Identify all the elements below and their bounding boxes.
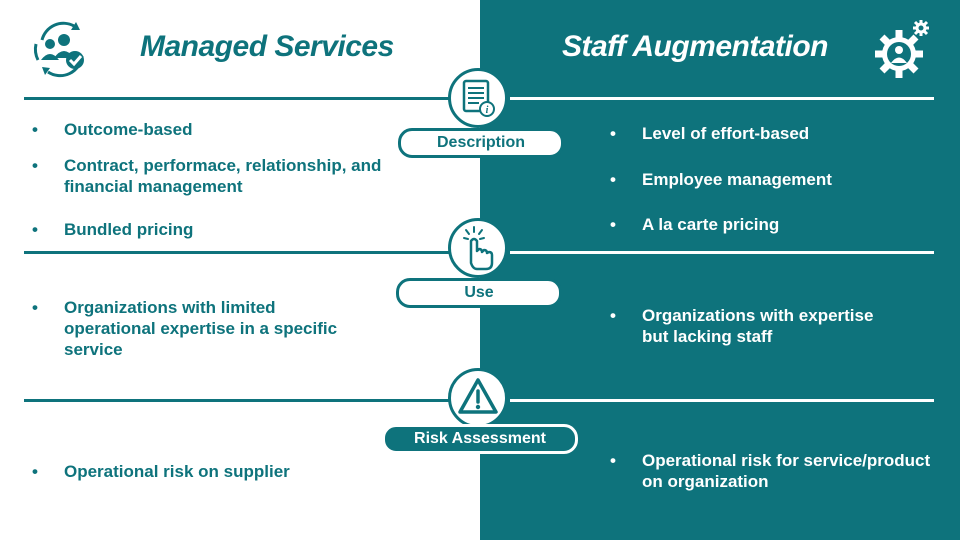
bullet-text: Organizations with limited operational e…: [64, 298, 338, 359]
gear-person-icon: [875, 20, 929, 78]
use-label: Use: [396, 278, 562, 308]
use-icon-circle: [448, 218, 508, 278]
bullet-dot: •: [610, 306, 616, 325]
bullet-dot: •: [610, 451, 616, 470]
divider-right-use: [510, 251, 934, 254]
svg-text:i: i: [486, 105, 489, 116]
warning-triangle-icon: [458, 378, 498, 414]
description-label: Description: [398, 128, 564, 158]
document-info-icon: i: [462, 79, 495, 117]
bullet-dot: •: [610, 215, 616, 234]
divider-left-description: [24, 97, 456, 100]
bullet-dot: •: [610, 124, 616, 143]
bullet-text: Operational risk for service/product on …: [642, 451, 931, 491]
divider-right-description: [510, 97, 934, 100]
bullet-text: Employee management: [642, 170, 832, 189]
bullet-dot: •: [610, 170, 616, 189]
bullet-dot: •: [32, 298, 38, 317]
left-title: Managed Services: [140, 30, 394, 63]
bullet-dot: •: [32, 220, 38, 239]
bullet-text: Level of effort-based: [642, 124, 810, 143]
bullet-text: Bundled pricing: [64, 220, 194, 239]
bullet-text: Operational risk on supplier: [64, 462, 290, 481]
pointer-hand-icon: [463, 226, 494, 271]
risk-assessment-label: Risk Assessment: [382, 424, 578, 454]
description-icon-circle: i: [448, 68, 508, 128]
bullet-text: Contract, performace, relationship, and …: [64, 156, 382, 196]
risk-icon-circle: [448, 368, 508, 428]
divider-left-use: [24, 251, 456, 254]
bullet-dot: •: [32, 462, 38, 481]
bullet-dot: •: [32, 156, 38, 175]
bullet-text: Outcome-based: [64, 120, 193, 139]
team-cycle-check-icon: [33, 21, 84, 78]
bullet-dot: •: [32, 120, 38, 139]
divider-right-risk: [510, 399, 934, 402]
divider-left-risk: [24, 399, 456, 402]
bullet-text: Organizations with expertise but lacking…: [642, 306, 874, 346]
bullet-text: A la carte pricing: [642, 215, 780, 234]
right-title: Staff Augmentation: [562, 30, 829, 63]
